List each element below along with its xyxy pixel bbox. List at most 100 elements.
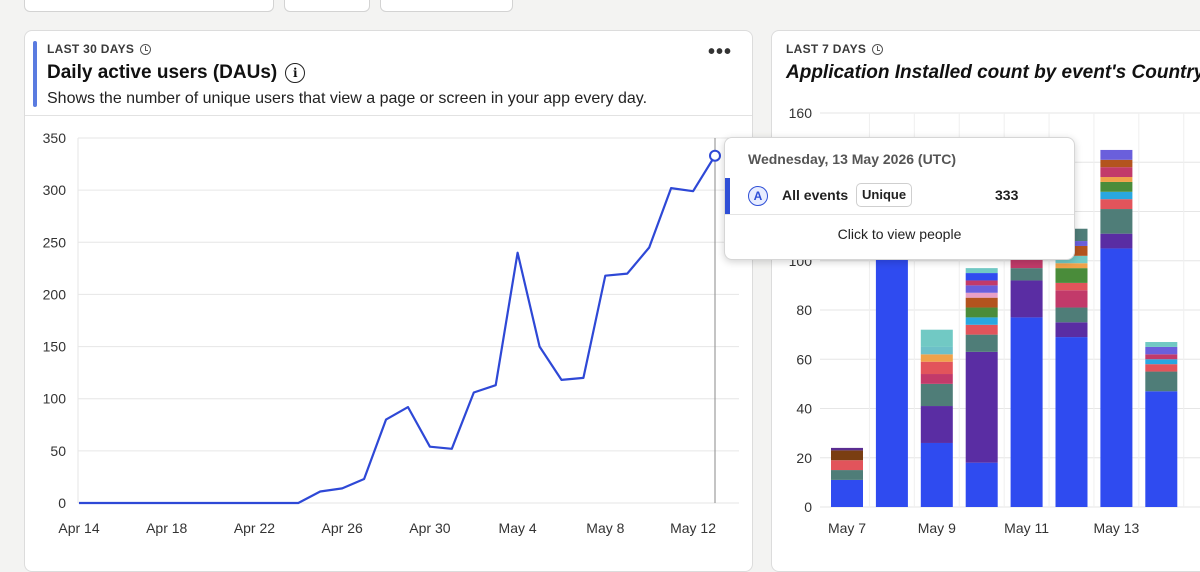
toolbar-button-2[interactable] (284, 0, 370, 12)
bar-segment (965, 285, 998, 293)
bar-segment (920, 354, 953, 362)
bar-segment (1100, 167, 1133, 178)
y-tick-label: 200 (43, 286, 67, 302)
bar-segment (831, 460, 863, 471)
bar-segment (1055, 337, 1088, 507)
card-title-text: Daily active users (DAUs) (47, 62, 278, 83)
dau-line-chart[interactable]: 0 50 100 150 200 250 300 350 Apr 14 Apr 18 Apr 22 A… (43, 130, 739, 536)
view-people-link[interactable]: Click to view people (837, 226, 962, 242)
x-tick-label: Apr 26 (322, 520, 363, 536)
info-icon[interactable]: i (285, 63, 306, 83)
bar-segment (1145, 391, 1178, 507)
x-tick-label: Apr 14 (58, 520, 99, 536)
card-title: Daily active users (DAUs) i (47, 62, 306, 84)
dau-card: LAST 30 DAYS Daily active users (DAUs) i… (24, 30, 753, 572)
bar-segment (965, 351, 998, 463)
bar-segment (1145, 371, 1178, 392)
bar-segment (1145, 346, 1178, 355)
bar-segment (831, 470, 863, 480)
x-tick-label: Apr 30 (409, 520, 450, 536)
bar-segment (920, 442, 953, 507)
toolbar-button-1[interactable] (24, 0, 274, 12)
y-tick-label: 0 (58, 495, 66, 511)
bar-segment (965, 334, 998, 352)
y-tick-label: 20 (796, 450, 812, 466)
chart-tooltip: Wednesday, 13 May 2026 (UTC) A All event… (724, 137, 1075, 260)
bar-segment (1100, 248, 1133, 507)
x-tick-label: May 13 (1093, 520, 1139, 536)
bar-segment (1055, 307, 1088, 323)
y-tick-label: 80 (796, 302, 812, 318)
bar-segment (920, 374, 953, 384)
highlight-point (709, 149, 721, 162)
bar-segment (1145, 354, 1178, 360)
tooltip-date: Wednesday, 13 May 2026 (UTC) (748, 151, 957, 167)
y-tick-label: 40 (796, 401, 812, 417)
bar-segment (1010, 280, 1043, 318)
bar-segment (920, 406, 953, 443)
series-badge-icon: A (748, 186, 768, 206)
bar-segment (965, 273, 998, 281)
bar-segment (1055, 322, 1088, 338)
y-tick-label: 160 (789, 105, 813, 121)
clock-icon (872, 43, 884, 55)
bar-segment (1055, 255, 1088, 264)
bar-segment (1100, 181, 1133, 192)
x-tick-label: May 9 (918, 520, 956, 536)
bar-segment (1010, 268, 1043, 281)
card-description: Shows the number of unique users that vi… (47, 90, 648, 107)
bar-segment (965, 317, 998, 325)
bar-segment (1055, 282, 1088, 291)
bar-segment (920, 329, 953, 347)
card-title-text: Application Installed count by event's C… (786, 62, 1200, 83)
date-range-label: LAST 30 DAYS (47, 42, 152, 56)
bar-segment (1055, 290, 1088, 308)
x-tick-label: May 11 (1004, 520, 1049, 536)
y-tick-label: 0 (804, 499, 812, 515)
bar-segment (965, 280, 998, 286)
bar-segment (831, 479, 863, 507)
date-range-text: LAST 7 DAYS (786, 42, 867, 56)
bar-segment (831, 450, 863, 461)
clock-icon (140, 43, 152, 55)
bar-segment (1145, 364, 1178, 372)
bar-segment (1100, 209, 1133, 234)
y-tick-label: 350 (43, 130, 67, 146)
bar-segment (965, 268, 998, 274)
y-tick-label: 50 (50, 443, 66, 459)
x-tick-label: May 8 (586, 520, 624, 536)
card-accent-bar (33, 41, 37, 107)
bar-segment (920, 361, 953, 375)
x-tick-label: Apr 18 (146, 520, 187, 536)
x-tick-label: May 12 (670, 520, 716, 536)
y-tick-label: 100 (43, 391, 67, 407)
bar-segment (1145, 342, 1178, 347)
x-tick-label: Apr 22 (234, 520, 275, 536)
y-tick-label: 300 (43, 182, 67, 198)
bar-segment (1100, 191, 1133, 200)
tooltip-row: A All events Unique 333 (725, 178, 1074, 214)
bar-segment (965, 324, 998, 335)
more-options-button[interactable]: ••• (708, 41, 733, 63)
toolbar-button-3[interactable] (380, 0, 513, 12)
bar-segment (1055, 263, 1088, 269)
bar-segment (1100, 149, 1133, 160)
bar-segment (1145, 359, 1178, 365)
bar-segment (1010, 317, 1043, 507)
x-tick-label: May 4 (499, 520, 537, 536)
bar-segment (965, 292, 998, 298)
x-tick-label: May 7 (828, 520, 866, 536)
y-tick-label: 250 (43, 234, 67, 250)
card-title: Application Installed count by event's C… (786, 62, 1200, 84)
bar-segment (875, 245, 908, 507)
y-tick-label: 150 (43, 339, 67, 355)
bar-segment (920, 346, 953, 355)
bar-segment (1100, 177, 1133, 182)
bar-segment (1100, 159, 1133, 168)
tooltip-divider (725, 214, 1074, 215)
tooltip-value: 333 (995, 187, 1019, 203)
bar-segment (1055, 268, 1088, 283)
bar-segment (1100, 233, 1133, 249)
